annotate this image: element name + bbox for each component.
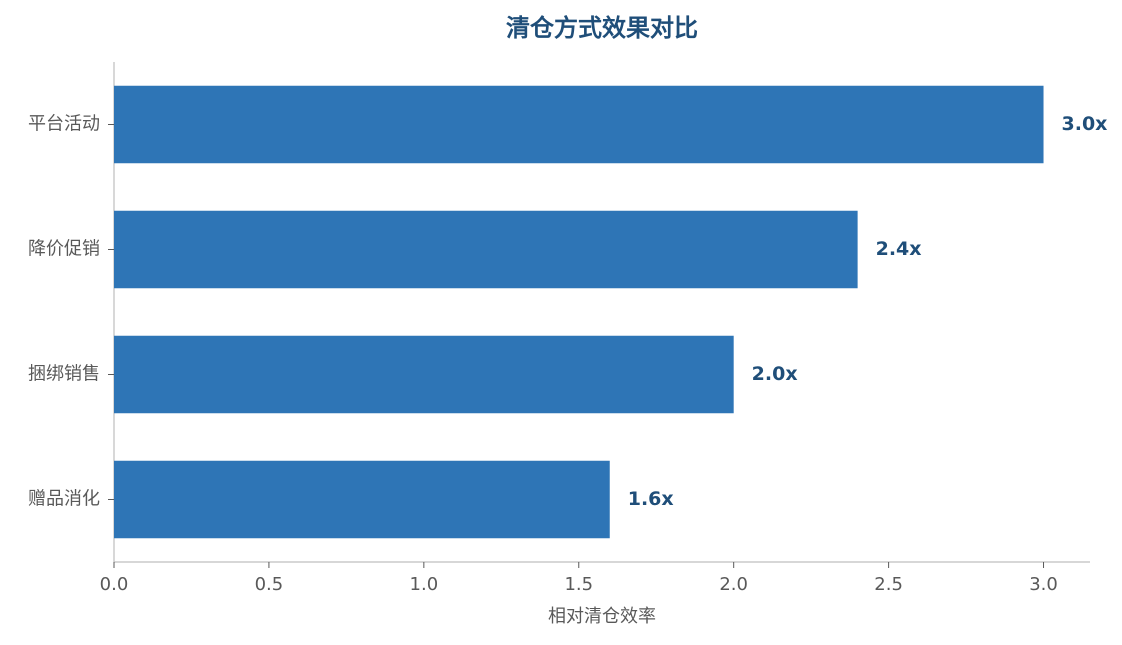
- value-label: 2.4x: [876, 238, 922, 260]
- y-tick-label: 捆绑销售: [28, 364, 100, 385]
- bar: [114, 85, 1044, 164]
- bar: [114, 210, 858, 289]
- x-axis-label: 相对清仓效率: [548, 606, 656, 627]
- x-tick-label: 2.0: [719, 574, 748, 595]
- value-label: 3.0x: [1062, 113, 1108, 135]
- x-tick-label: 2.5: [874, 574, 903, 595]
- y-tick-label: 降价促销: [28, 239, 100, 260]
- value-label: 2.0x: [752, 363, 798, 385]
- x-tick-label: 3.0: [1029, 574, 1058, 595]
- x-tick-label: 0.5: [255, 574, 284, 595]
- x-tick-label: 0.0: [100, 574, 129, 595]
- y-tick-label: 赠品消化: [28, 489, 100, 510]
- x-tick-label: 1.5: [564, 574, 593, 595]
- chart-title: 清仓方式效果对比: [506, 14, 698, 42]
- bar: [114, 460, 610, 539]
- x-tick-label: 1.0: [410, 574, 439, 595]
- y-tick-label: 平台活动: [28, 114, 100, 135]
- bar: [114, 335, 734, 414]
- value-label: 1.6x: [628, 488, 674, 510]
